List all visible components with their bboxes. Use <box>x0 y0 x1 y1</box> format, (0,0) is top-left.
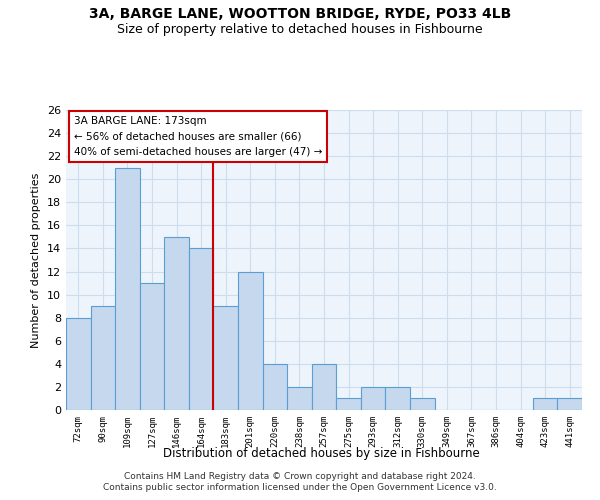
Bar <box>312 364 336 410</box>
Text: 3A, BARGE LANE, WOOTTON BRIDGE, RYDE, PO33 4LB: 3A, BARGE LANE, WOOTTON BRIDGE, RYDE, PO… <box>89 8 511 22</box>
Bar <box>66 318 91 410</box>
Bar <box>336 398 361 410</box>
Bar <box>557 398 582 410</box>
Text: Size of property relative to detached houses in Fishbourne: Size of property relative to detached ho… <box>117 22 483 36</box>
Text: Contains HM Land Registry data © Crown copyright and database right 2024.: Contains HM Land Registry data © Crown c… <box>124 472 476 481</box>
Y-axis label: Number of detached properties: Number of detached properties <box>31 172 41 348</box>
Bar <box>385 387 410 410</box>
Bar <box>361 387 385 410</box>
Bar <box>263 364 287 410</box>
Text: Contains public sector information licensed under the Open Government Licence v3: Contains public sector information licen… <box>103 484 497 492</box>
Bar <box>410 398 434 410</box>
Bar <box>189 248 214 410</box>
Bar <box>238 272 263 410</box>
Bar <box>140 283 164 410</box>
Bar <box>115 168 140 410</box>
Bar <box>533 398 557 410</box>
Text: Distribution of detached houses by size in Fishbourne: Distribution of detached houses by size … <box>163 448 479 460</box>
Text: 3A BARGE LANE: 173sqm
← 56% of detached houses are smaller (66)
40% of semi-deta: 3A BARGE LANE: 173sqm ← 56% of detached … <box>74 116 322 157</box>
Bar <box>214 306 238 410</box>
Bar <box>91 306 115 410</box>
Bar <box>164 237 189 410</box>
Bar <box>287 387 312 410</box>
